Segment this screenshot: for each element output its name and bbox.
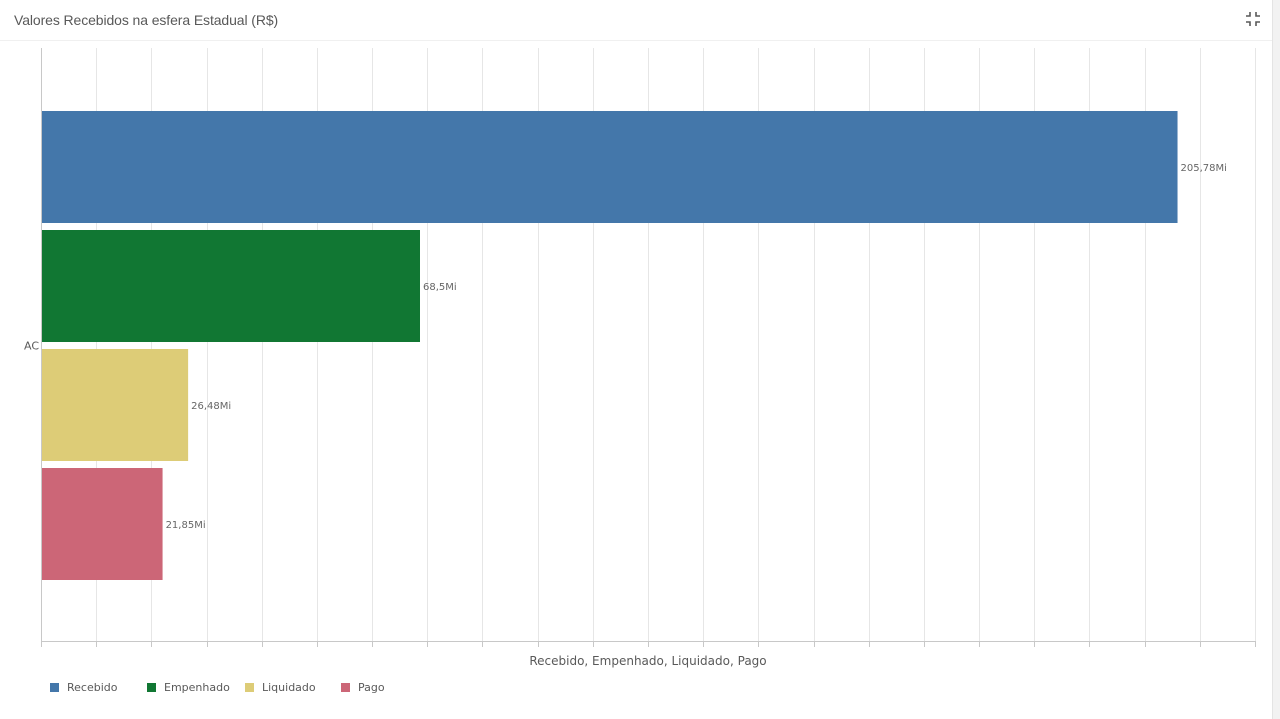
scrollbar[interactable] xyxy=(1272,0,1280,719)
data-label-empenhado: 68,5Mi xyxy=(423,282,457,293)
bar-liquidado xyxy=(42,349,189,461)
bar-pago xyxy=(42,468,163,580)
legend-item-pago[interactable]: Pago xyxy=(341,681,401,694)
bar-recebido xyxy=(42,111,1178,223)
legend-item-liquidado[interactable]: Liquidado xyxy=(245,681,341,694)
legend-swatch xyxy=(245,682,254,692)
panel-header: Valores Recebidos na esfera Estadual (R$… xyxy=(0,0,1272,41)
legend-label: Empenhado xyxy=(164,680,230,694)
legend-label: Pago xyxy=(358,680,385,694)
bar-empenhado xyxy=(42,230,420,342)
category-label: AC xyxy=(24,340,39,353)
legend-swatch xyxy=(341,682,350,692)
legend-item-recebido[interactable]: Recebido xyxy=(50,681,147,694)
exit-fullscreen-icon[interactable] xyxy=(1244,10,1262,28)
data-label-recebido: 205,78Mi xyxy=(1181,163,1227,174)
chart-title: Valores Recebidos na esfera Estadual (R$… xyxy=(14,12,279,28)
legend-swatch xyxy=(147,682,156,692)
legend-label: Liquidado xyxy=(262,680,316,694)
legend-label: Recebido xyxy=(67,680,118,694)
data-label-pago: 21,85Mi xyxy=(166,520,206,531)
legend-item-empenhado[interactable]: Empenhado xyxy=(147,681,245,694)
chart-legend: Recebido Empenhado Liquidado Pago xyxy=(50,679,401,695)
x-axis-title: Recebido, Empenhado, Liquidado, Pago xyxy=(529,654,766,668)
data-label-liquidado: 26,48Mi xyxy=(191,401,231,412)
legend-swatch xyxy=(50,682,59,692)
